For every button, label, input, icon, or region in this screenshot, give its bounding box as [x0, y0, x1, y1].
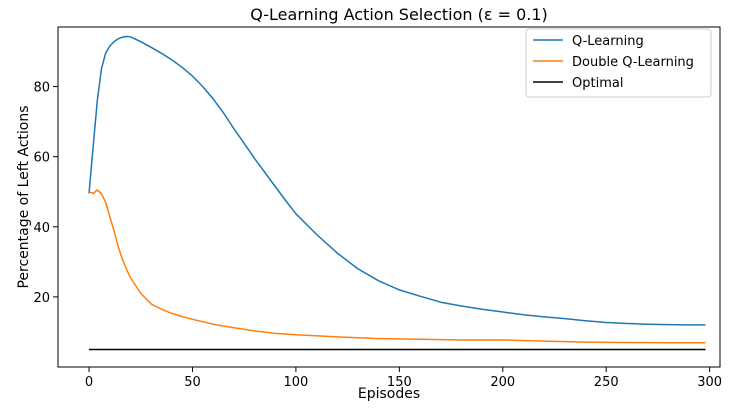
y-axis-label: Percentage of Left Actions — [16, 105, 32, 288]
x-tick-label: 0 — [85, 375, 93, 390]
series-line-q-learning — [88, 35, 706, 326]
legend-label-double-q-learning: Double Q-Learning — [572, 55, 694, 70]
y-tick-label: 80 — [33, 81, 50, 96]
chart-title: Q-Learning Action Selection (ε = 0.1) — [250, 5, 548, 24]
x-tick-label: 50 — [184, 375, 201, 390]
x-axis-label: Episodes — [358, 386, 420, 402]
x-axis-ticks: 0 50 100 150 200 250 300 — [85, 367, 722, 390]
legend-box — [525, 28, 712, 98]
y-axis-ticks: 20 40 60 80 — [33, 81, 58, 306]
x-tick-label: 200 — [490, 375, 515, 390]
y-tick-label: 40 — [33, 221, 50, 236]
x-tick-label: 100 — [283, 375, 308, 390]
legend-label-optimal: Optimal — [572, 76, 623, 91]
legend: Q-Learning Double Q-Learning Optimal — [525, 28, 712, 98]
legend-label-q-learning: Q-Learning — [572, 34, 644, 49]
x-tick-label: 250 — [594, 375, 619, 390]
series-layer — [88, 35, 706, 351]
x-tick-label: 150 — [387, 375, 412, 390]
y-tick-label: 60 — [33, 151, 50, 166]
x-tick-label: 300 — [697, 375, 722, 390]
y-tick-label: 20 — [33, 291, 50, 306]
series-line-double-q-learning — [88, 189, 706, 344]
